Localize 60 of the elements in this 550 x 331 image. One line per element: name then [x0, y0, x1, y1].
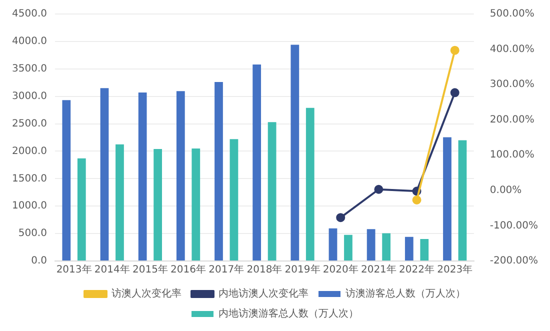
point [374, 184, 384, 194]
bar [268, 122, 276, 260]
bar [138, 92, 147, 260]
y2-tick-label: -100.00% [490, 220, 538, 232]
bar [62, 100, 71, 260]
point [450, 88, 460, 98]
bar [176, 91, 185, 260]
point [336, 213, 346, 222]
y-tick-label: 3500.0 [12, 63, 47, 74]
x-tick-label: 2023年 [437, 264, 473, 276]
bar [344, 234, 352, 260]
y-tick-label: 3000.0 [12, 90, 47, 102]
x-tick-label: 2014年 [94, 264, 130, 276]
y2-tick-label: 0.00% [490, 185, 522, 196]
bar [366, 229, 376, 260]
legend-label: 访澳人次变化率 [112, 288, 182, 300]
legend-label: 内地访澳游客总人数（万人次） [218, 308, 358, 320]
x-tick-label: 2016年 [170, 264, 206, 276]
bar [420, 239, 429, 260]
bar [290, 44, 300, 260]
x-tick-label: 2022年 [399, 264, 434, 276]
point [412, 195, 422, 204]
x-tick-label: 2017年 [208, 264, 244, 276]
x-tick-label: 2020年 [322, 264, 358, 276]
y-tick-label: 1000.0 [12, 200, 47, 212]
y2-tick-label: -200.00% [490, 256, 538, 267]
bar [230, 139, 238, 260]
x-tick-label: 2013年 [56, 264, 92, 276]
y-tick-label: 2000.0 [12, 146, 47, 157]
bar [443, 137, 452, 260]
bar [458, 140, 467, 260]
y2-tick-label: 500.00% [490, 8, 534, 20]
y-tick-label: 4000.0 [12, 36, 47, 48]
bar [100, 88, 109, 260]
bar [306, 108, 314, 260]
y-tick-label: 2500.0 [12, 118, 47, 130]
y-tick-label: 0.0 [31, 256, 47, 267]
bar [154, 149, 162, 260]
bar [328, 228, 338, 260]
bar [77, 158, 86, 260]
x-tick-label: 2021年 [360, 264, 396, 276]
bar [214, 82, 223, 260]
y-tick-label: 500.0 [18, 228, 47, 240]
legend-label: 内地访澳人次变化率 [218, 288, 308, 300]
point [450, 46, 460, 55]
bar [404, 236, 414, 260]
bar [382, 233, 390, 260]
y2-tick-label: 100.00% [490, 150, 534, 161]
bar [192, 148, 200, 260]
y-tick-label: 1500.0 [12, 173, 47, 184]
x-tick-label: 2019年 [284, 264, 320, 276]
bar [252, 64, 262, 260]
y-tick-label: 4500.0 [12, 8, 47, 20]
legend-label: 访澳游客总人数（万人次） [346, 288, 466, 300]
y2-tick-label: 200.00% [490, 114, 534, 126]
x-tick-label: 2018年 [246, 264, 282, 276]
bar [116, 144, 124, 260]
x-tick-label: 2015年 [132, 264, 168, 276]
y2-tick-label: 400.00% [490, 44, 534, 55]
y2-tick-label: 300.00% [490, 79, 534, 90]
